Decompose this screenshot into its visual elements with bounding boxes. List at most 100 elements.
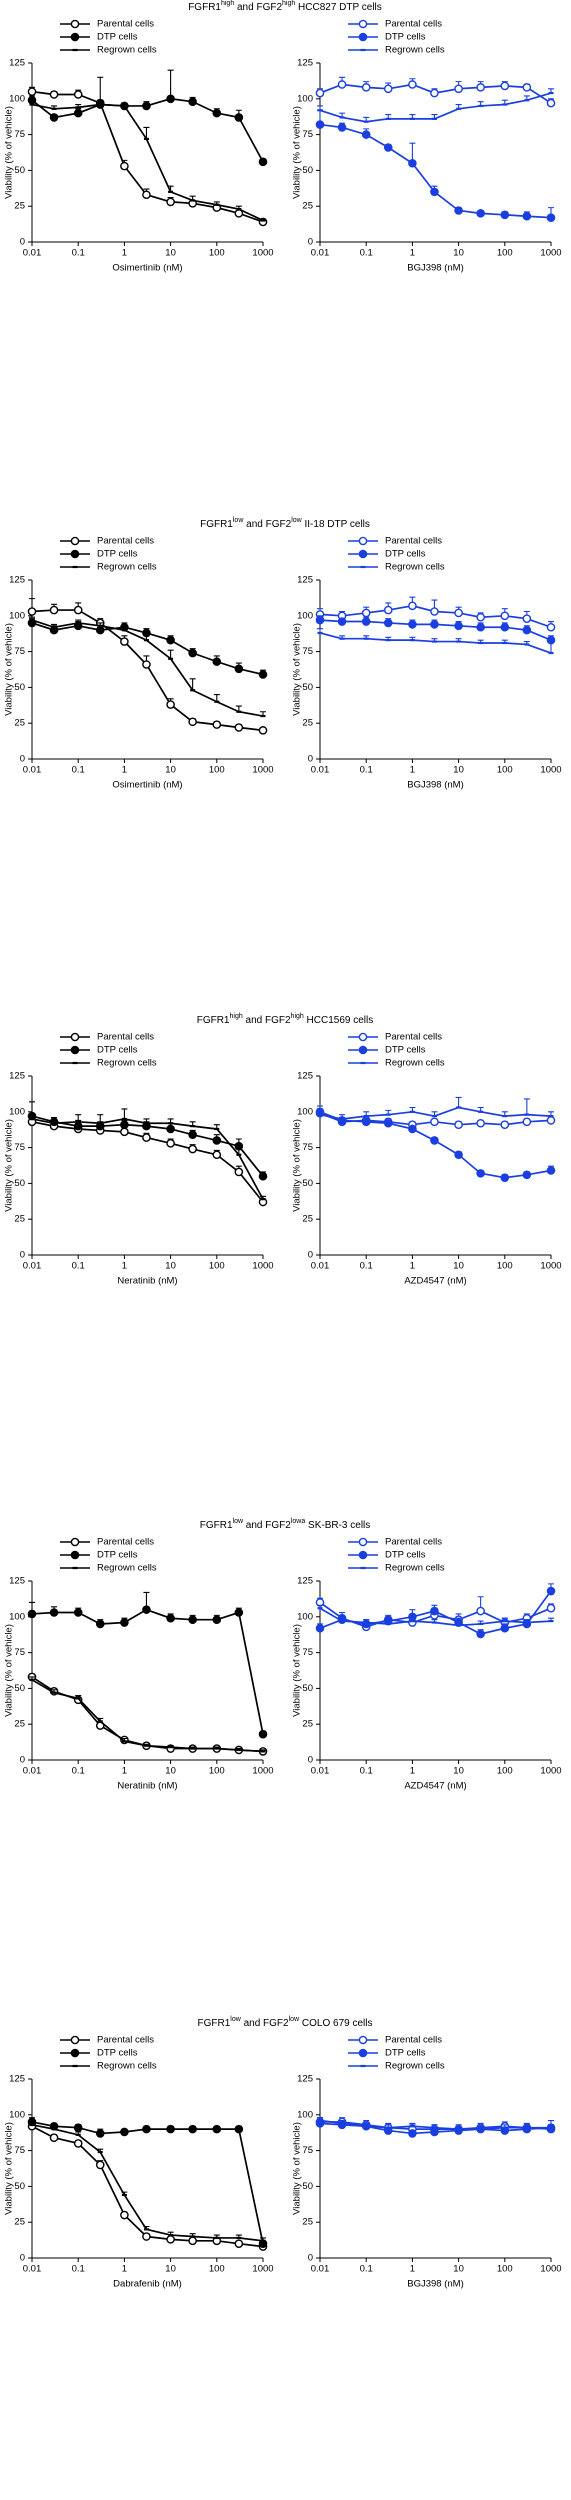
data-point — [476, 1629, 485, 1639]
x-tick-label: 100 — [497, 1261, 513, 1272]
data-point — [142, 660, 151, 669]
legend-label: Regrown cells — [385, 1058, 445, 1069]
data-point — [234, 723, 244, 732]
x-tick-label: 1000 — [540, 2264, 561, 2275]
data-point — [95, 2129, 105, 2138]
title-part: FGFR1 — [200, 519, 233, 530]
series-line — [31, 1676, 264, 1753]
data-point — [234, 113, 244, 122]
data-point — [258, 670, 268, 679]
data-point — [166, 700, 175, 709]
y-tick-label: 75 — [14, 1647, 25, 1658]
y-tick-label: 25 — [14, 2217, 25, 2228]
x-axis-label: BGJ398 (nM) — [407, 263, 464, 274]
x-tick-label: 10 — [165, 765, 176, 776]
data-point — [476, 612, 485, 622]
legend-label: DTP cells — [385, 1045, 426, 1056]
legend-label: Regrown cells — [385, 45, 445, 56]
y-tick-label: 75 — [302, 1647, 313, 1658]
data-point — [166, 94, 175, 104]
legend-label: DTP cells — [385, 2048, 426, 2059]
error-bar — [167, 69, 174, 99]
error-bar — [97, 1114, 104, 1124]
data-point — [430, 607, 439, 616]
x-tick-label: 1000 — [252, 248, 273, 259]
data-point — [49, 605, 59, 615]
y-tick-label: 50 — [14, 165, 25, 176]
series-line — [31, 1679, 264, 1753]
data-point — [188, 2236, 197, 2246]
x-tick-label: 1 — [410, 1261, 415, 1272]
data-point — [258, 157, 268, 167]
x-tick-label: 0.01 — [23, 765, 42, 776]
legend-marker — [358, 2035, 368, 2045]
legend-marker — [70, 1550, 80, 1560]
error-bar — [213, 694, 220, 702]
data-point — [234, 1608, 244, 1617]
y-tick-label: 100 — [9, 1611, 25, 1622]
data-point — [120, 161, 129, 171]
y-tick-label: 75 — [14, 1142, 25, 1153]
data-point — [476, 83, 485, 92]
title-superscript: low — [291, 517, 302, 524]
data-point — [166, 197, 175, 207]
legend-label: DTP cells — [97, 2048, 138, 2059]
data-point — [120, 637, 129, 646]
title-part: HCC827 DTP cells — [295, 2, 382, 13]
data-point — [166, 1613, 175, 1623]
data-point — [430, 1117, 439, 1127]
data-point — [522, 211, 532, 221]
data-point — [188, 1615, 197, 1624]
data-point — [49, 90, 59, 99]
legend-label: DTP cells — [97, 549, 138, 560]
x-tick-label: 1000 — [252, 1766, 273, 1777]
series-line — [31, 90, 264, 223]
y-tick-label: 0 — [20, 237, 25, 248]
data-point — [361, 1117, 371, 1127]
legend-marker — [358, 1045, 368, 1055]
x-tick-label: 1000 — [540, 1261, 561, 1272]
x-tick-label: 1000 — [540, 1766, 561, 1777]
title-part: and FGF2 — [234, 2, 282, 13]
legend-label: DTP cells — [385, 549, 426, 560]
data-point — [522, 83, 532, 92]
title-superscript: high — [291, 1013, 304, 1020]
y-axis-label: Viability (% of vehicle) — [4, 1119, 15, 1212]
data-point — [500, 611, 510, 621]
y-tick-label: 25 — [302, 2217, 313, 2228]
x-tick-label: 100 — [209, 2264, 225, 2275]
panel-title: FGFR1high and FGF2high HCC827 DTP cells — [188, 0, 382, 12]
error-bar — [121, 1108, 128, 1119]
title-part: and FGF2 — [243, 1015, 291, 1026]
x-tick-label: 0.01 — [23, 1261, 42, 1272]
x-tick-label: 0.01 — [23, 2264, 42, 2275]
panel-title: FGFR1low and FGF2low COLO 679 cells — [198, 2016, 373, 2028]
data-point — [454, 621, 463, 631]
x-tick-label: 0.01 — [311, 248, 330, 259]
x-tick-label: 100 — [209, 1766, 225, 1777]
legend-label: Parental cells — [97, 1537, 154, 1548]
legend-marker — [70, 1045, 80, 1055]
y-tick-label: 125 — [9, 1071, 25, 1082]
error-bar — [548, 641, 554, 654]
legend-label: DTP cells — [97, 32, 138, 43]
legend-label: Regrown cells — [97, 562, 157, 573]
data-point — [476, 1606, 485, 1616]
data-point — [27, 607, 37, 616]
x-tick-label: 1 — [122, 248, 127, 259]
title-part: II-18 DTP cells — [302, 519, 370, 530]
x-axis-label: Dabrafenib (nM) — [113, 2279, 182, 2290]
y-tick-label: 0 — [308, 1755, 313, 1766]
data-point — [408, 158, 417, 168]
y-axis-label: Viability (% of vehicle) — [292, 1119, 303, 1212]
series-line — [31, 1118, 264, 1200]
x-tick-label: 10 — [165, 2264, 176, 2275]
data-point — [361, 130, 371, 139]
data-point — [430, 1136, 439, 1145]
data-point — [142, 2232, 151, 2241]
legend-label: Parental cells — [385, 2035, 442, 2046]
legend-marker — [358, 1537, 368, 1547]
legend-label: Parental cells — [97, 2035, 154, 2046]
y-tick-label: 100 — [9, 93, 25, 104]
error-bar — [455, 1096, 462, 1108]
